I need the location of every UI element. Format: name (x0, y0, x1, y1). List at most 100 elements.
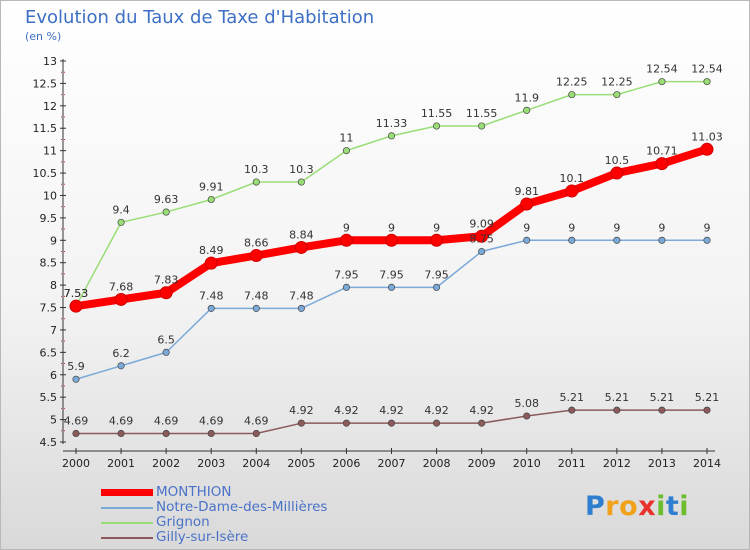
data-label-notre-dame: 6.5 (157, 333, 175, 346)
x-tick-label: 2001 (107, 457, 135, 470)
data-point-notre-dame (117, 362, 125, 370)
data-point-gilly (658, 406, 666, 414)
data-label-grignon: 11.55 (421, 107, 453, 120)
data-label-gilly: 5.21 (695, 391, 720, 404)
logo-letter: i (679, 491, 690, 522)
data-label-grignon: 11.55 (466, 107, 498, 120)
x-tick-label: 2014 (693, 457, 721, 470)
y-tick-label: 12.5 (33, 77, 58, 90)
data-point-monthion (204, 256, 218, 270)
y-tick-label: 6.5 (40, 346, 58, 359)
y-tick-label: 9 (50, 234, 57, 247)
data-point-gilly (297, 419, 305, 427)
data-label-notre-dame: 7.48 (289, 289, 314, 302)
data-point-notre-dame (342, 283, 350, 291)
data-label-notre-dame: 7.48 (199, 289, 224, 302)
data-label-monthion: 10.71 (646, 145, 678, 158)
x-tick-label: 2008 (423, 457, 451, 470)
data-label-monthion: 10.1 (560, 172, 585, 185)
data-label-grignon: 9.91 (199, 181, 224, 194)
data-point-grignon (342, 147, 350, 155)
data-point-grignon (162, 208, 170, 216)
data-label-gilly: 4.69 (244, 414, 269, 427)
legend-label: Grignon (156, 514, 210, 530)
y-tick-label: 8.5 (40, 257, 58, 270)
legend-label: Notre-Dame-des-Millières (156, 499, 328, 515)
data-point-gilly (568, 406, 576, 414)
data-point-grignon (207, 195, 215, 204)
data-point-notre-dame (703, 236, 711, 244)
data-point-monthion (294, 240, 308, 254)
data-label-monthion: 8.66 (244, 237, 269, 250)
x-tick-label: 2000 (62, 457, 90, 470)
y-tick-label: 12 (43, 100, 57, 113)
data-label-grignon: 10.3 (289, 163, 314, 176)
data-label-grignon: 12.25 (556, 76, 588, 89)
data-point-notre-dame (523, 236, 531, 244)
x-tick-label: 2004 (242, 457, 270, 470)
logo-letter: o (619, 491, 639, 522)
x-tick-label: 2012 (603, 457, 631, 470)
chart-subtitle: (en %) (25, 30, 62, 43)
y-tick-label: 5.5 (40, 391, 58, 404)
data-point-grignon (613, 91, 621, 99)
x-tick-label: 2007 (378, 457, 406, 470)
data-label-gilly: 4.69 (154, 414, 179, 427)
data-label-gilly: 5.21 (650, 391, 675, 404)
data-label-notre-dame: 5.9 (67, 360, 85, 373)
data-label-notre-dame: 9 (658, 221, 665, 234)
data-point-grignon (478, 122, 486, 130)
data-label-gilly: 4.69 (64, 414, 89, 427)
y-tick-label: 11.5 (33, 122, 58, 135)
x-tick-label: 2010 (513, 457, 541, 470)
data-point-grignon (568, 91, 576, 99)
data-label-gilly: 4.92 (424, 404, 449, 417)
data-point-monthion (339, 233, 353, 247)
data-label-monthion: 8.49 (199, 244, 224, 257)
data-point-grignon (387, 132, 396, 140)
data-label-gilly: 4.69 (199, 414, 224, 427)
data-label-monthion: 9 (388, 221, 395, 234)
data-label-grignon: 11.9 (514, 91, 539, 104)
data-label-notre-dame: 8.75 (469, 233, 494, 246)
y-tick-label: 10 (43, 189, 57, 202)
data-point-monthion (610, 166, 624, 180)
data-point-monthion (520, 197, 534, 211)
data-point-notre-dame (72, 375, 80, 383)
legend-swatch-grignon (101, 522, 153, 524)
logo-letter: i (656, 491, 666, 522)
data-point-notre-dame (252, 304, 260, 312)
data-label-notre-dame: 9 (613, 221, 620, 234)
y-tick-label: 5 (50, 414, 57, 427)
data-label-monthion: 7.83 (154, 274, 179, 287)
data-label-gilly: 4.92 (334, 404, 359, 417)
logo-letter: P (585, 491, 606, 522)
legend-swatch-gilly (101, 537, 153, 539)
data-label-monthion: 7.53 (64, 287, 89, 300)
y-tick-label: 8 (50, 279, 57, 292)
data-point-monthion (430, 233, 444, 247)
data-point-notre-dame (568, 236, 576, 244)
data-point-gilly (72, 429, 80, 438)
data-point-monthion (159, 286, 173, 300)
data-point-monthion (700, 142, 714, 156)
x-tick-label: 2003 (197, 457, 225, 470)
data-label-notre-dame: 7.48 (244, 289, 269, 302)
data-label-grignon: 11.33 (376, 117, 408, 130)
data-label-notre-dame: 9 (523, 221, 530, 234)
data-label-grignon: 7.53 (64, 287, 89, 300)
logo-letter: r (605, 491, 620, 522)
x-tick-label: 2005 (287, 457, 315, 470)
x-tick-label: 2011 (558, 457, 586, 470)
data-point-gilly (478, 419, 486, 427)
data-point-gilly (433, 419, 441, 427)
data-point-grignon (433, 122, 441, 130)
data-label-notre-dame: 9 (568, 221, 575, 234)
data-label-notre-dame: 7.95 (424, 268, 449, 281)
legend-swatch-monthion (101, 489, 153, 496)
legend-label: MONTHION (156, 484, 232, 500)
data-label-gilly: 4.92 (289, 404, 314, 417)
data-label-monthion: 9 (433, 221, 440, 234)
chart-title: Evolution du Taux de Taxe d'Habitation (25, 7, 375, 28)
